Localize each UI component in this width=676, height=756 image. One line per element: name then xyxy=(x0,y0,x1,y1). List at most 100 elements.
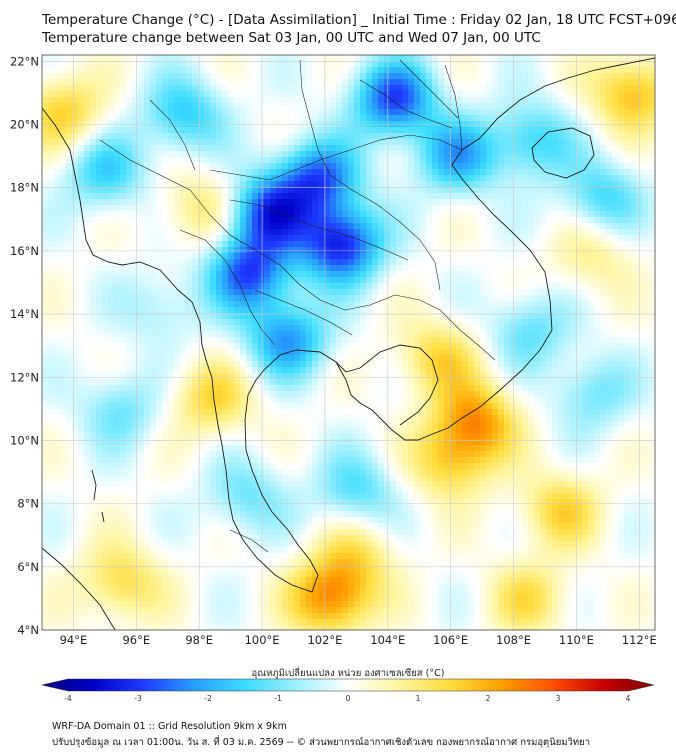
field-cell xyxy=(498,271,505,278)
field-cell xyxy=(390,253,397,260)
field-cell xyxy=(522,271,529,278)
field-cell xyxy=(144,265,151,272)
field-cell xyxy=(318,103,325,110)
field-cell xyxy=(90,145,97,152)
field-cell xyxy=(252,343,259,350)
field-cell xyxy=(474,85,481,92)
field-cell xyxy=(162,205,169,212)
field-cell xyxy=(612,85,619,92)
field-cell xyxy=(198,295,205,302)
field-cell xyxy=(108,229,115,236)
field-cell xyxy=(162,223,169,230)
field-cell xyxy=(618,85,625,92)
field-cell xyxy=(498,85,505,92)
field-cell xyxy=(84,211,91,218)
field-cell xyxy=(528,97,535,104)
field-cell xyxy=(618,331,625,338)
field-cell xyxy=(462,265,469,272)
field-cell xyxy=(642,289,649,296)
field-cell xyxy=(198,271,205,278)
field-cell xyxy=(54,55,61,62)
field-cell xyxy=(348,103,355,110)
field-cell xyxy=(222,277,229,284)
field-cell xyxy=(54,247,61,254)
field-cell xyxy=(594,79,601,86)
field-cell xyxy=(228,271,235,278)
field-cell xyxy=(468,319,475,326)
field-cell xyxy=(282,313,289,320)
field-cell xyxy=(78,163,85,170)
field-cell xyxy=(222,289,229,296)
field-cell xyxy=(264,127,271,134)
field-cell xyxy=(66,295,73,302)
field-cell xyxy=(192,277,199,284)
field-cell xyxy=(48,247,55,254)
field-cell xyxy=(330,139,337,146)
field-cell xyxy=(144,319,151,326)
field-cell xyxy=(354,175,361,182)
field-cell xyxy=(270,193,277,200)
field-cell xyxy=(132,97,139,104)
field-cell xyxy=(264,97,271,104)
field-cell xyxy=(210,271,217,278)
field-cell xyxy=(498,283,505,290)
field-cell xyxy=(438,307,445,314)
field-cell xyxy=(540,205,547,212)
field-cell xyxy=(540,331,547,338)
field-cell xyxy=(462,163,469,170)
field-cell xyxy=(240,289,247,296)
field-cell xyxy=(408,235,415,242)
field-cell xyxy=(474,73,481,80)
field-cell xyxy=(54,145,61,152)
field-cell xyxy=(78,301,85,308)
field-cell xyxy=(294,151,301,158)
field-cell xyxy=(606,85,613,92)
field-cell xyxy=(606,283,613,290)
field-cell xyxy=(582,151,589,158)
field-cell xyxy=(186,307,193,314)
field-cell xyxy=(258,337,265,344)
field-cell xyxy=(540,319,547,326)
field-cell xyxy=(576,331,583,338)
field-cell xyxy=(564,97,571,104)
field-cell xyxy=(204,61,211,68)
field-cell xyxy=(588,163,595,170)
field-cell xyxy=(186,313,193,320)
field-cell xyxy=(156,79,163,86)
field-cell xyxy=(108,55,115,62)
field-cell xyxy=(264,199,271,206)
field-cell xyxy=(618,211,625,218)
field-cell xyxy=(588,229,595,236)
field-cell xyxy=(516,199,523,206)
field-cell xyxy=(528,205,535,212)
field-cell xyxy=(258,97,265,104)
field-cell xyxy=(330,241,337,248)
field-cell xyxy=(342,325,349,332)
field-cell xyxy=(150,145,157,152)
field-cell xyxy=(546,139,553,146)
field-cell xyxy=(336,325,343,332)
field-cell xyxy=(114,223,121,230)
field-cell xyxy=(216,301,223,308)
field-cell xyxy=(78,109,85,116)
field-cell xyxy=(240,295,247,302)
field-cell xyxy=(162,55,169,62)
field-cell xyxy=(528,325,535,332)
field-cell xyxy=(72,181,79,188)
field-cell xyxy=(234,85,241,92)
field-cell xyxy=(270,181,277,188)
field-cell xyxy=(642,85,649,92)
field-cell xyxy=(294,325,301,332)
field-cell xyxy=(330,205,337,212)
field-cell xyxy=(558,67,565,74)
field-cell xyxy=(492,133,499,140)
field-cell xyxy=(408,61,415,68)
field-cell xyxy=(42,301,49,308)
field-cell xyxy=(234,103,241,110)
field-cell xyxy=(552,223,559,230)
field-cell xyxy=(174,301,181,308)
field-cell xyxy=(384,187,391,194)
field-cell xyxy=(630,85,637,92)
field-cell xyxy=(384,271,391,278)
field-cell xyxy=(306,319,313,326)
